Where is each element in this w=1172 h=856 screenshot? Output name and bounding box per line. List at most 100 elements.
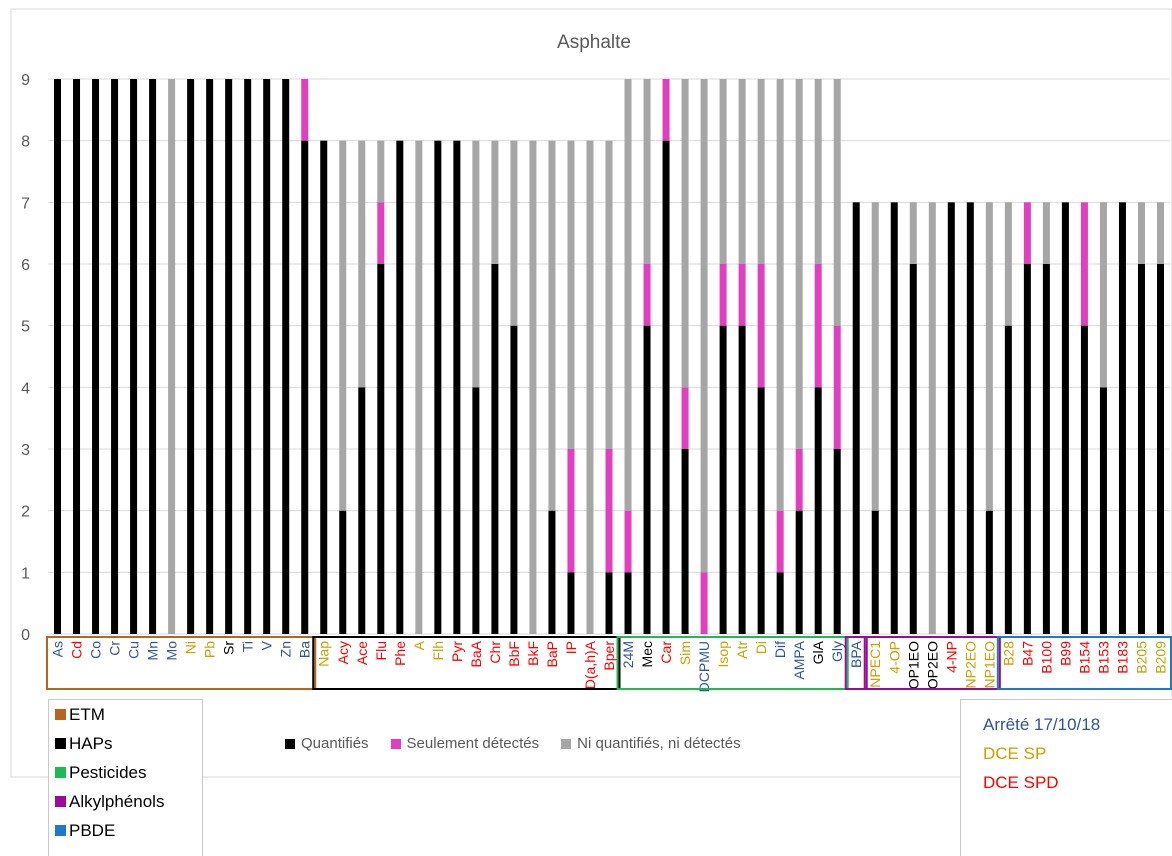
- group-box: [616, 636, 849, 690]
- bar-segment: [130, 79, 138, 634]
- bar-segment: [244, 79, 252, 634]
- y-tick-label: 0: [21, 627, 30, 644]
- bar-segment: [567, 449, 575, 573]
- bar-segment: [947, 202, 955, 635]
- bar-segment: [681, 387, 689, 449]
- x-tick-label: B28: [1000, 641, 1016, 666]
- x-tick-label: Ace: [354, 641, 370, 665]
- bar-segment: [928, 202, 936, 635]
- legend-swatch: [285, 738, 295, 749]
- x-tick-label: NP1EO: [981, 641, 997, 689]
- x-tick-label: Mo: [164, 641, 180, 661]
- x-tick-label: Acy: [335, 641, 351, 664]
- bar-segment: [757, 387, 765, 634]
- legend-swatch: [55, 796, 66, 807]
- x-tick-label: B205: [1133, 641, 1149, 674]
- x-tick-label: Atr: [734, 641, 750, 659]
- legend-swatch: [55, 825, 66, 836]
- bar-segment: [871, 510, 879, 634]
- bar-segment: [605, 140, 613, 449]
- x-tick-label: 4-NP: [943, 641, 959, 673]
- family-legend-item: HAPs: [49, 729, 202, 758]
- family-legend-label: PBDE: [69, 820, 116, 840]
- x-tick-label: BaA: [468, 640, 484, 667]
- y-tick-label: 2: [21, 504, 30, 521]
- x-tick-label: NP2EO: [962, 641, 978, 689]
- group-box: [996, 636, 1172, 690]
- bar-segment: [301, 79, 309, 141]
- bar-segment: [1137, 264, 1145, 634]
- bar-segment: [1080, 202, 1088, 326]
- bar-segment: [605, 449, 613, 573]
- bar-segment: [700, 572, 708, 634]
- family-legend: ETM HAPs Pesticides Alkylphénols PBDE: [48, 699, 203, 856]
- bars: [54, 79, 1164, 635]
- x-tick-label: Mec: [639, 641, 655, 667]
- bar-segment: [643, 264, 651, 326]
- bar-segment: [757, 79, 765, 264]
- bar-segment: [396, 140, 404, 634]
- x-tick-label: Car: [658, 641, 674, 664]
- x-tick-label: Dif: [772, 641, 788, 658]
- bar-segment: [700, 79, 708, 573]
- bar-segment: [738, 264, 746, 326]
- x-tick-label: Ti: [240, 641, 256, 652]
- bar-segment: [472, 140, 480, 388]
- x-tick-label: Gly: [829, 641, 845, 662]
- series-legend: Quantifiés Seulement détectés Ni quantifié…: [285, 735, 741, 752]
- bar-segment: [586, 140, 594, 634]
- bar-segment: [472, 387, 480, 634]
- bar-segment: [1061, 202, 1069, 635]
- series-legend-label: Ni quantifiés, ni détectés: [577, 735, 741, 752]
- y-tick-label: 9: [21, 72, 30, 89]
- source-legend: Arrêté 17/10/18 DCE SP DCE SPD: [960, 699, 1172, 856]
- y-tick-label: 6: [21, 257, 30, 274]
- bar-segment: [1023, 264, 1031, 634]
- bar-segment: [415, 140, 423, 634]
- x-tick-label: BkF: [525, 641, 541, 666]
- bar-segment: [776, 510, 784, 573]
- x-tick-label: BPA: [848, 640, 864, 668]
- bar-segment: [1099, 387, 1107, 634]
- bar-segment: [985, 510, 993, 634]
- bar-segment: [453, 140, 461, 634]
- x-tick-label: Cd: [69, 641, 85, 659]
- legend-swatch: [55, 709, 66, 720]
- x-tick-label: BbF: [506, 641, 522, 667]
- x-tick-label: Pyr: [449, 641, 465, 662]
- x-tick-label: Di: [753, 641, 769, 654]
- bar-segment: [567, 572, 575, 634]
- group-box: [46, 636, 317, 690]
- x-tick-label: A: [411, 640, 427, 650]
- bar-segment: [814, 264, 822, 388]
- bar-segment: [377, 264, 385, 634]
- family-legend-label: ETM: [69, 704, 105, 724]
- chart-title: Asphalte: [557, 32, 631, 53]
- bar-segment: [548, 140, 556, 511]
- y-tick-label: 8: [21, 134, 30, 151]
- bar-segment: [1118, 202, 1126, 635]
- x-tick-label: Mn: [145, 641, 161, 660]
- bar-segment: [1042, 202, 1050, 264]
- bar-segment: [681, 79, 689, 388]
- x-tick-label: NPEC1: [867, 641, 883, 688]
- group-box: [863, 636, 1001, 690]
- bar-segment: [111, 79, 119, 634]
- bar-segment: [1080, 325, 1088, 634]
- legend-swatch: [55, 738, 66, 749]
- y-tick-label: 7: [21, 195, 30, 212]
- bar-segment: [966, 202, 974, 635]
- bar-segment: [92, 79, 100, 634]
- bar-segment: [757, 264, 765, 388]
- bar-segment: [567, 140, 575, 449]
- bar-segment: [529, 140, 537, 634]
- x-tick-label: B47: [1019, 641, 1035, 666]
- x-tick-label: 24M: [620, 641, 636, 668]
- bar-segment: [795, 449, 803, 511]
- bar-segment: [206, 79, 214, 634]
- group-box: [844, 636, 868, 690]
- bar-segment: [225, 79, 233, 634]
- series-legend-item: Quantifiés: [285, 735, 369, 752]
- x-tick-label: B154: [1076, 641, 1092, 674]
